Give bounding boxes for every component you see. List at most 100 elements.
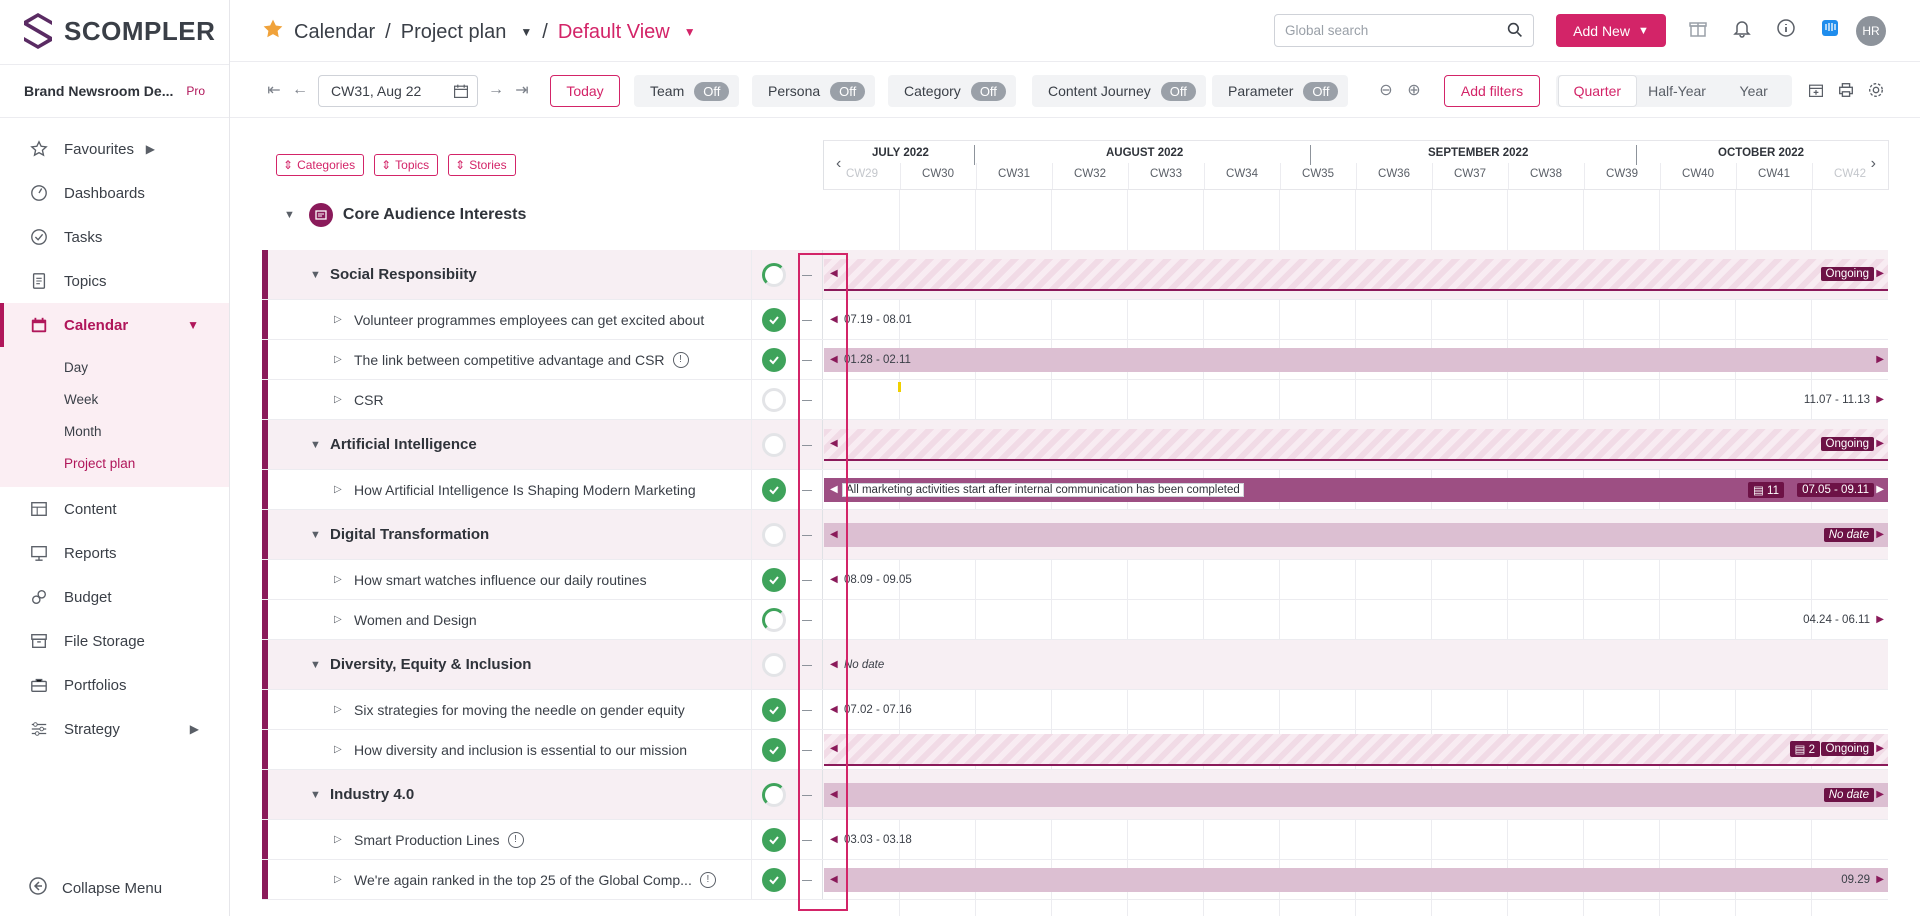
nav-dashboards[interactable]: Dashboards: [0, 171, 229, 215]
nav-file-storage[interactable]: File Storage: [0, 619, 229, 663]
nav-content[interactable]: Content: [0, 487, 229, 531]
status-empty-icon[interactable]: [762, 522, 786, 547]
status-empty-icon[interactable]: [762, 387, 786, 412]
chip-topics[interactable]: ⇕ Topics: [374, 154, 439, 176]
status-complete-icon[interactable]: [762, 867, 786, 892]
caret-down-icon[interactable]: ▼: [310, 658, 321, 671]
nav-tasks[interactable]: Tasks: [0, 215, 229, 259]
add-new-button[interactable]: Add New ▼: [1556, 14, 1666, 47]
nav-budget[interactable]: Budget: [0, 575, 229, 619]
status-empty-icon[interactable]: [762, 652, 786, 677]
gantt-bar[interactable]: ◀ ▶ No date: [824, 782, 1888, 807]
status-partial-icon[interactable]: [762, 782, 786, 807]
topic-row[interactable]: ▷ CSR ▶ 11.07 - 11.13: [262, 380, 1888, 420]
category-row[interactable]: ▼ Artificial Intelligence ◀ ▶ Ongoing: [262, 420, 1888, 470]
gantt-left-arrow-icon[interactable]: ◀: [830, 659, 838, 670]
topic-row[interactable]: ▷ Volunteer programmes employees can get …: [262, 300, 1888, 340]
team-toggle[interactable]: Team Off: [634, 75, 740, 107]
status-complete-icon[interactable]: [762, 347, 786, 372]
today-button[interactable]: Today: [550, 75, 620, 107]
bell-icon[interactable]: [1730, 16, 1754, 40]
calendar-add-icon[interactable]: [1806, 80, 1826, 100]
gear-icon[interactable]: [1866, 80, 1886, 100]
calendar-icon[interactable]: [453, 83, 469, 102]
gantt-left-arrow-icon[interactable]: ◀: [830, 743, 838, 754]
gantt-left-arrow-icon[interactable]: ◀: [830, 438, 838, 449]
info-icon[interactable]: !: [699, 871, 716, 888]
favourite-star-icon[interactable]: [262, 18, 284, 46]
gift-icon[interactable]: [1686, 16, 1710, 40]
gantt-bar[interactable]: ◀ ▶ Ongoing: [824, 428, 1888, 461]
status-empty-icon[interactable]: [762, 432, 786, 457]
gantt-right-arrow-icon[interactable]: ▶: [1876, 484, 1884, 495]
gantt-left-arrow-icon[interactable]: ◀: [830, 704, 838, 715]
chip-categories[interactable]: ⇕ Categories: [276, 154, 365, 176]
caret-down-icon[interactable]: ▼: [310, 438, 321, 451]
caret-down-icon[interactable]: ▼: [310, 528, 321, 541]
gantt-left-arrow-icon[interactable]: ◀: [830, 529, 838, 540]
caret-right-icon[interactable]: ▷: [334, 834, 342, 845]
status-partial-icon[interactable]: [762, 607, 786, 632]
content-journey-toggle[interactable]: Content Journey Off: [1032, 75, 1206, 107]
chevron-down-icon[interactable]: ▼: [683, 25, 696, 39]
caret-down-icon[interactable]: ▼: [284, 209, 295, 221]
category-toggle[interactable]: Category Off: [888, 75, 1016, 107]
gantt-left-arrow-icon[interactable]: ◀: [830, 789, 838, 800]
status-complete-icon[interactable]: [762, 567, 786, 592]
collapse-menu-button[interactable]: Collapse Menu: [28, 876, 162, 900]
range-half-year[interactable]: Half-Year: [1648, 83, 1706, 99]
gantt-left-arrow-icon[interactable]: ◀: [830, 484, 838, 495]
gantt-left-arrow-icon[interactable]: ◀: [830, 268, 838, 279]
caret-right-icon[interactable]: ▷: [334, 704, 342, 715]
gantt-left-arrow-icon[interactable]: ◀: [830, 354, 838, 365]
gantt-right-arrow-icon[interactable]: ▶: [1876, 743, 1884, 754]
chevron-left-icon[interactable]: ‹: [836, 155, 842, 172]
category-row[interactable]: ▼ Industry 4.0 ◀ ▶ No date: [262, 770, 1888, 820]
chip-stories[interactable]: ⇕ Stories: [448, 154, 516, 176]
gantt-bar[interactable]: ◀ ▶ No date: [824, 522, 1888, 547]
subnav-project-plan[interactable]: Project plan: [64, 455, 136, 471]
status-complete-icon[interactable]: [762, 307, 786, 332]
topic-row[interactable]: ▷ Six strategies for moving the needle on…: [262, 690, 1888, 730]
parameter-toggle[interactable]: Parameter Off: [1212, 75, 1349, 107]
gantt-bar[interactable]: ◀ ▶ 01.28 - 02.11: [824, 347, 1888, 372]
topic-row[interactable]: ▷ We're again ranked in the top 25 of the…: [262, 860, 1888, 900]
range-year[interactable]: Year: [1739, 83, 1768, 99]
range-quarter[interactable]: Quarter: [1558, 75, 1637, 107]
caret-down-icon[interactable]: ▼: [310, 268, 321, 281]
category-row[interactable]: ▼ Social Responsibiity ◀ ▶ Ongoing: [262, 250, 1888, 300]
caret-right-icon[interactable]: ▷: [334, 314, 342, 325]
nav-strategy[interactable]: Strategy ▶: [0, 707, 229, 751]
status-complete-icon[interactable]: [762, 477, 786, 502]
gantt-bar[interactable]: ◀ ▶ All marketing activities start after i…: [824, 477, 1888, 502]
category-row[interactable]: ▼ Diversity, Equity & Inclusion ◀ No date: [262, 640, 1888, 690]
nav-reports[interactable]: Reports: [0, 531, 229, 575]
gantt-left-arrow-icon[interactable]: ◀: [830, 834, 838, 845]
gantt-right-arrow-icon[interactable]: ▶: [1876, 354, 1884, 365]
category-row[interactable]: ▼ Digital Transformation ◀ ▶ No date: [262, 510, 1888, 560]
status-complete-icon[interactable]: [762, 697, 786, 722]
caret-right-icon[interactable]: ▷: [334, 744, 342, 755]
jump-end-icon[interactable]: ⇥: [515, 82, 529, 99]
workspace-selector[interactable]: Brand Newsroom De... Pro: [0, 64, 229, 118]
status-partial-icon[interactable]: [762, 262, 786, 287]
subnav-day[interactable]: Day: [64, 359, 89, 375]
info-icon[interactable]: !: [672, 351, 689, 368]
caret-right-icon[interactable]: ▷: [334, 874, 342, 885]
topic-row[interactable]: ▷ How diversity and inclusion is essentia…: [262, 730, 1888, 770]
arrow-left-circle-icon[interactable]: ⊖: [1379, 82, 1393, 99]
topic-row[interactable]: ▷ Smart Production Lines! ◀ 03.03 - 03.18: [262, 820, 1888, 860]
topic-row[interactable]: ▷ The link between competitive advantage …: [262, 340, 1888, 380]
caret-right-icon[interactable]: ▷: [334, 484, 342, 495]
gantt-right-arrow-icon[interactable]: ▶: [1876, 268, 1884, 279]
print-icon[interactable]: [1836, 80, 1856, 100]
caret-right-icon[interactable]: ▷: [334, 394, 342, 405]
subnav-month[interactable]: Month: [64, 423, 102, 439]
gantt-bar[interactable]: ◀ ▶ Ongoing: [824, 258, 1888, 291]
gantt-right-arrow-icon[interactable]: ▶: [1876, 438, 1884, 449]
gantt-right-arrow-icon[interactable]: ▶: [1876, 789, 1884, 800]
gantt-right-arrow-icon[interactable]: ▶: [1876, 614, 1884, 625]
breadcrumb-calendar[interactable]: Calendar: [294, 20, 376, 43]
persona-toggle[interactable]: Persona Off: [752, 75, 876, 107]
caret-right-icon[interactable]: ▷: [334, 614, 342, 625]
